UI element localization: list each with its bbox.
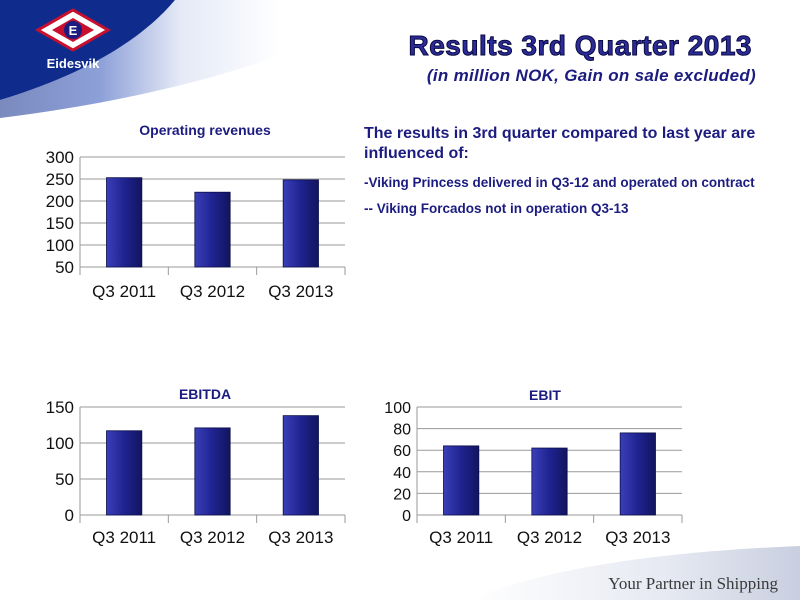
bar	[194, 427, 231, 516]
chart-ebit: 100 80 60 40 20 0 Q3 2011 Q3 2012 Q3 2013	[384, 400, 683, 547]
x-tick-label: Q3 2012	[180, 282, 245, 301]
footer-swoosh	[470, 546, 800, 600]
logo-wordmark: Eidesvik	[46, 56, 100, 71]
y-tick-label: 50	[55, 470, 74, 489]
notes-heading: The results in 3rd quarter compared to l…	[364, 125, 756, 162]
y-tick-label: 0	[402, 508, 411, 525]
bar	[443, 445, 480, 516]
y-tick-label: 20	[393, 486, 411, 503]
page-title: Results 3rd Quarter 2013	[408, 30, 752, 62]
page-subtitle: (in million NOK, Gain on sale excluded)	[426, 66, 756, 85]
logo-letter: E	[69, 23, 78, 38]
y-tick-label: 100	[46, 434, 74, 453]
y-tick-label: 50	[55, 258, 74, 277]
y-tick-label: 40	[393, 465, 411, 482]
y-tick-label: 200	[46, 192, 74, 211]
y-tick-label: 0	[65, 506, 74, 525]
x-tick-label: Q3 2011	[429, 528, 493, 547]
y-tick-label: 150	[46, 398, 74, 417]
chart-ebitda: 150 100 50 0 Q3 2011 Q3 2012 Q3 2013	[46, 398, 346, 547]
y-tick-label: 300	[46, 148, 74, 167]
x-tick-label: Q3 2011	[92, 528, 156, 547]
y-tick-label: 150	[46, 214, 74, 233]
y-tick-label: 100	[46, 236, 74, 255]
x-tick-label: Q3 2013	[605, 528, 670, 547]
y-tick-label: 60	[393, 443, 411, 460]
x-tick-label: Q3 2013	[268, 282, 333, 301]
company-logo: E Eidesvik	[18, 6, 128, 84]
x-tick-label: Q3 2013	[268, 528, 333, 547]
chart-title-operating-revenues: Operating revenues	[139, 122, 271, 138]
bar	[106, 430, 143, 516]
bar	[106, 177, 143, 268]
bar	[282, 179, 319, 268]
chart-title-ebit: EBIT	[529, 387, 561, 403]
x-tick-label: Q3 2012	[517, 528, 582, 547]
y-tick-label: 100	[384, 400, 411, 417]
y-tick-label: 80	[393, 422, 411, 439]
notes-item: -Viking Princess delivered in Q3-12 and …	[364, 175, 755, 190]
bar	[194, 191, 231, 268]
chart-title-ebitda: EBITDA	[178, 386, 232, 402]
bar	[619, 432, 656, 516]
logo-emblem-icon: E	[34, 8, 112, 52]
chart-operating-revenues: 300 250 200 150 100 50 Q3 2011 Q3 2012 Q3 2013	[46, 148, 346, 301]
x-tick-label: Q3 2012	[180, 528, 245, 547]
bar	[282, 415, 319, 516]
results-notes: The results in 3rd quarter compared to l…	[364, 124, 764, 226]
notes-item: -- Viking Forcados not in operation Q3-1…	[364, 201, 629, 216]
bar	[531, 447, 568, 516]
x-tick-label: Q3 2011	[92, 282, 156, 301]
y-tick-label: 250	[46, 170, 74, 189]
footer-tagline: Your Partner in Shipping	[608, 574, 778, 593]
